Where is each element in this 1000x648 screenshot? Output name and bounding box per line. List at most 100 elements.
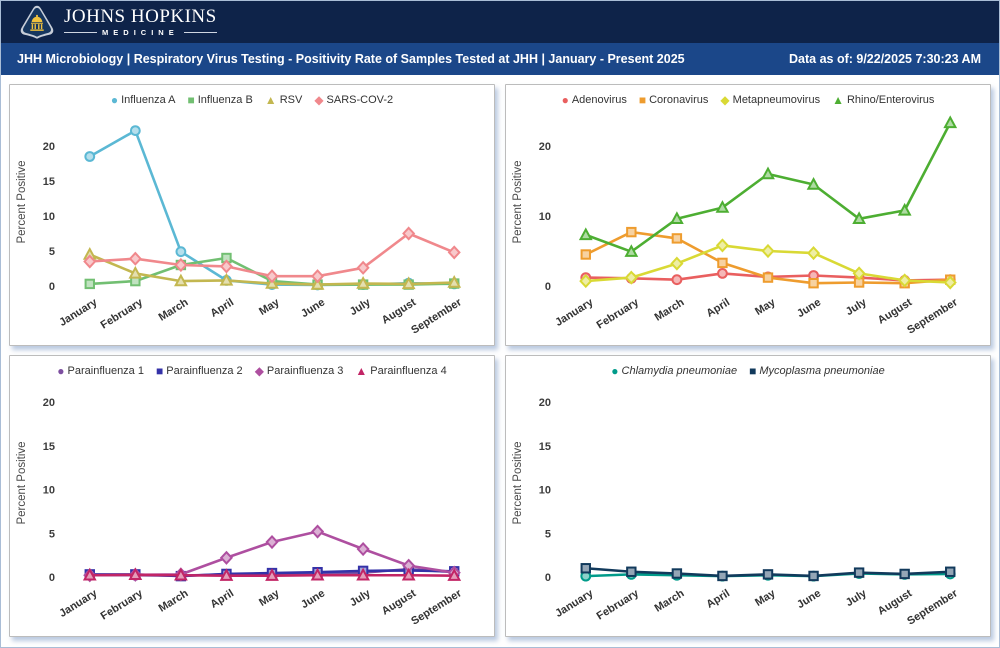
y-axis-tick: 10 xyxy=(539,211,551,223)
rule-left xyxy=(64,32,98,33)
y-axis-title: Percent Positive xyxy=(16,160,28,243)
chart-panel-influenza-rsv-sarscov2: ● Influenza A ■ Influenza B ▲ RSV ◆ SARS-COV-2 … xyxy=(9,84,495,346)
x-axis-tick: July xyxy=(844,587,870,609)
data-point-triangle xyxy=(943,115,958,129)
x-axis-tick: September xyxy=(905,296,960,336)
data-point-diamond xyxy=(356,260,370,275)
x-axis-tick: July xyxy=(348,587,374,609)
series-markers xyxy=(580,563,956,582)
x-axis-tick: January xyxy=(57,587,100,620)
y-axis-tick: 10 xyxy=(43,485,55,497)
y-axis-tick: 15 xyxy=(43,176,55,188)
legend-item: ◆ Metapneumovirus xyxy=(720,94,820,106)
brand-name: JOHNS HOPKINS xyxy=(64,6,217,27)
data-point-diamond xyxy=(265,269,279,284)
chart-legend: ● Influenza A ■ Influenza B ▲ RSV ◆ SARS-COV-2 xyxy=(10,85,494,108)
data-point-triangle xyxy=(401,567,416,581)
data-point-square xyxy=(671,233,683,244)
line-chart-atypical-pneumonia: 0 5 10 15 20 Percent Positive January February M… xyxy=(512,397,960,627)
x-axis-tick: May xyxy=(257,296,282,318)
y-axis-tick: 10 xyxy=(43,211,55,223)
data-point-square xyxy=(945,566,956,577)
rule-right xyxy=(183,32,217,33)
legend-label: Influenza B xyxy=(197,94,253,106)
data-point-diamond xyxy=(174,257,188,273)
series-markers xyxy=(83,226,461,284)
line-chart-influenza: 0 5 10 15 20 Percent Positive January February M… xyxy=(16,125,464,336)
legend-label: Rhino/Enterovirus xyxy=(846,94,935,106)
data-point-diamond xyxy=(128,251,142,266)
data-point-triangle xyxy=(128,265,143,279)
y-axis-tick: 20 xyxy=(539,397,551,409)
legend-item: ▲ Rhino/Enterovirus xyxy=(832,94,934,106)
x-axis-tick: June xyxy=(299,587,327,611)
legend-item: ▲ RSV xyxy=(265,94,303,106)
legend-item: ● Influenza A xyxy=(111,94,176,106)
data-point-diamond xyxy=(806,246,821,261)
dashboard-grid: ● Influenza A ■ Influenza B ▲ RSV ◆ SARS-COV-2 … xyxy=(1,75,999,647)
legend-square-icon: ■ xyxy=(638,93,647,107)
x-axis-tick: January xyxy=(553,296,596,329)
legend-label: Parainfluenza 2 xyxy=(166,365,243,377)
series-markers xyxy=(84,125,460,291)
series-markers xyxy=(578,115,958,257)
x-axis-tick: February xyxy=(595,587,642,623)
data-point-diamond xyxy=(761,243,775,259)
brand-medicine-row: MEDICINE xyxy=(64,28,217,37)
data-point-triangle xyxy=(356,276,370,289)
legend-item: ◆ Parainfluenza 3 xyxy=(255,365,344,377)
report-title-bar: JHH Microbiology | Respiratory Virus Tes… xyxy=(1,43,999,75)
y-axis-title: Percent Positive xyxy=(16,441,28,524)
y-axis-tick: 0 xyxy=(545,281,551,293)
x-axis-tick: May xyxy=(257,587,282,609)
legend-square-icon: ■ xyxy=(155,364,164,378)
data-point-triangle xyxy=(897,202,912,216)
data-point-square xyxy=(853,567,865,578)
legend-item: ■ Parainfluenza 2 xyxy=(156,365,243,377)
data-point-circle xyxy=(84,151,96,162)
data-point-triangle xyxy=(174,567,188,581)
legend-triangle-icon: ▲ xyxy=(264,93,277,107)
data-point-square xyxy=(762,272,774,283)
legend-triangle-icon: ▲ xyxy=(355,364,368,378)
data-point-triangle xyxy=(761,166,775,180)
legend-label: Adenovirus xyxy=(571,94,627,106)
y-axis-tick: 20 xyxy=(43,397,55,409)
legend-label: Influenza A xyxy=(121,94,176,106)
data-point-circle xyxy=(717,268,728,279)
legend-item: ■ Influenza B xyxy=(188,94,253,106)
data-point-triangle xyxy=(578,227,593,241)
legend-triangle-icon: ▲ xyxy=(832,93,844,107)
x-axis-tick: September xyxy=(409,587,464,627)
x-axis-tick: July xyxy=(844,296,870,318)
x-axis-tick: April xyxy=(208,296,236,319)
x-axis-tick: June xyxy=(795,296,823,320)
data-point-triangle xyxy=(219,272,234,286)
data-point-triangle xyxy=(82,567,97,581)
data-point-square xyxy=(626,226,637,238)
y-axis-tick: 5 xyxy=(49,246,55,258)
chart-panel-adeno-corona-metapneumo-rhino: ● Adenovirus ■ Coronavirus ◆ Metapneumovirus ▲… xyxy=(505,84,991,346)
legend-diamond-icon: ◆ xyxy=(314,93,324,107)
x-axis-tick: August xyxy=(380,587,419,617)
data-point-diamond xyxy=(219,550,234,565)
x-axis-tick: March xyxy=(653,587,687,614)
x-axis-tick: March xyxy=(157,296,191,323)
series-markers xyxy=(82,247,462,290)
data-point-square xyxy=(84,278,95,290)
y-axis-tick: 20 xyxy=(43,141,55,153)
legend-square-icon: ■ xyxy=(187,93,195,107)
legend-item: ◆ SARS-COV-2 xyxy=(314,94,393,106)
top-brand-bar: JOHNS HOPKINS MEDICINE xyxy=(1,1,999,43)
data-point-circle xyxy=(671,274,683,286)
x-axis-tick: February xyxy=(99,296,146,332)
data-point-square xyxy=(671,568,683,579)
data-point-triangle xyxy=(401,276,416,290)
data-point-square xyxy=(717,570,728,582)
x-axis-tick: January xyxy=(57,296,100,329)
data-point-square xyxy=(626,566,637,577)
data-point-diamond xyxy=(219,259,234,274)
data-point-square xyxy=(762,569,774,580)
legend-diamond-icon: ◆ xyxy=(720,93,730,107)
x-axis-tick: June xyxy=(795,587,823,611)
